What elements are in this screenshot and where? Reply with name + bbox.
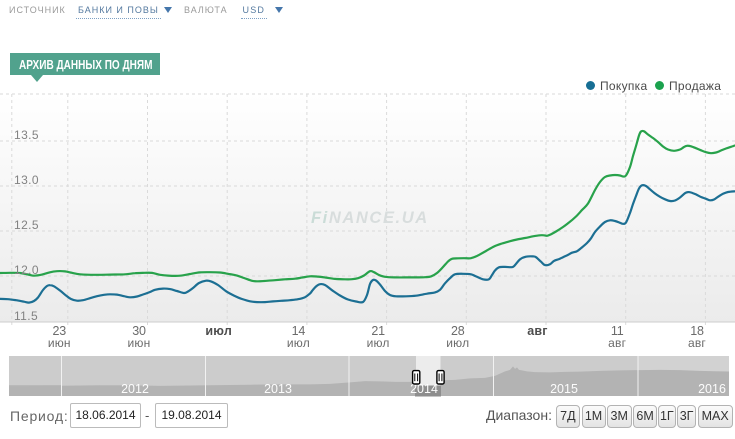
svg-text:2014: 2014: [410, 382, 438, 396]
svg-text:2015: 2015: [550, 382, 578, 396]
svg-text:FiNANCE.UA: FiNANCE.UA: [311, 209, 429, 227]
svg-text:2012: 2012: [121, 382, 149, 396]
svg-text:2013: 2013: [264, 382, 292, 396]
svg-text:2016: 2016: [698, 382, 726, 396]
